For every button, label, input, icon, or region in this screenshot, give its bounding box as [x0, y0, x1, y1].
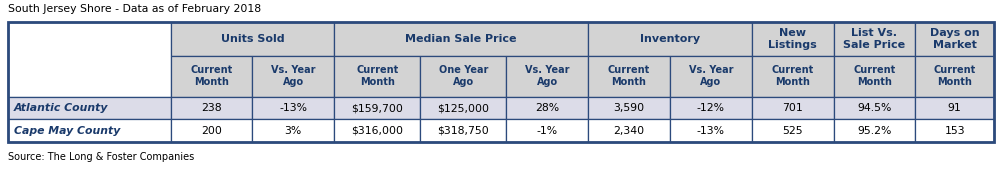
Text: Vs. Year
Ago: Vs. Year Ago: [525, 65, 570, 87]
Text: 2,340: 2,340: [614, 126, 644, 136]
Bar: [335, 22, 588, 56]
Bar: [8, 97, 170, 119]
Bar: [588, 56, 670, 97]
Text: 238: 238: [201, 103, 222, 113]
Text: New
Listings: New Listings: [768, 28, 817, 50]
Bar: [420, 56, 506, 97]
Text: 28%: 28%: [535, 103, 559, 113]
Bar: [252, 97, 335, 119]
Bar: [8, 22, 994, 142]
Text: -13%: -13%: [279, 103, 308, 113]
Text: Units Sold: Units Sold: [220, 34, 284, 44]
Bar: [420, 97, 506, 119]
Text: Current
Month: Current Month: [608, 65, 650, 87]
Text: Current
Month: Current Month: [357, 65, 398, 87]
Bar: [834, 56, 915, 97]
Text: Vs. Year
Ago: Vs. Year Ago: [271, 65, 316, 87]
Bar: [752, 56, 834, 97]
Text: Atlantic County: Atlantic County: [14, 103, 109, 113]
Text: $159,700: $159,700: [352, 103, 403, 113]
Bar: [915, 56, 994, 97]
Bar: [752, 97, 834, 119]
Text: One Year
Ago: One Year Ago: [438, 65, 488, 87]
Text: List Vs.
Sale Price: List Vs. Sale Price: [844, 28, 905, 50]
Bar: [170, 22, 335, 56]
Bar: [506, 97, 588, 119]
Text: -12%: -12%: [697, 103, 725, 113]
Bar: [252, 119, 335, 142]
Bar: [915, 119, 994, 142]
Text: 94.5%: 94.5%: [858, 103, 891, 113]
Text: Current
Month: Current Month: [933, 65, 976, 87]
Bar: [8, 22, 170, 97]
Text: 525: 525: [782, 126, 803, 136]
Text: 153: 153: [944, 126, 965, 136]
Bar: [834, 97, 915, 119]
Bar: [506, 56, 588, 97]
Bar: [670, 56, 752, 97]
Bar: [915, 22, 994, 56]
Bar: [335, 97, 420, 119]
Text: Median Sale Price: Median Sale Price: [405, 34, 517, 44]
Text: $316,000: $316,000: [352, 126, 403, 136]
Text: 200: 200: [201, 126, 222, 136]
Text: $318,750: $318,750: [437, 126, 489, 136]
Bar: [752, 119, 834, 142]
Text: 3%: 3%: [285, 126, 302, 136]
Bar: [252, 56, 335, 97]
Text: 91: 91: [948, 103, 961, 113]
Bar: [588, 97, 670, 119]
Text: 701: 701: [782, 103, 803, 113]
Text: -1%: -1%: [537, 126, 558, 136]
Text: Current
Month: Current Month: [190, 65, 233, 87]
Text: 95.2%: 95.2%: [858, 126, 891, 136]
Bar: [834, 119, 915, 142]
Bar: [670, 119, 752, 142]
Text: Inventory: Inventory: [639, 34, 700, 44]
Bar: [8, 119, 170, 142]
Text: Source: The Long & Foster Companies: Source: The Long & Foster Companies: [8, 152, 194, 162]
Bar: [335, 56, 420, 97]
Bar: [420, 119, 506, 142]
Bar: [670, 97, 752, 119]
Text: Days on
Market: Days on Market: [930, 28, 979, 50]
Bar: [170, 119, 252, 142]
Bar: [588, 119, 670, 142]
Text: Current
Month: Current Month: [854, 65, 895, 87]
Bar: [170, 56, 252, 97]
Bar: [588, 22, 752, 56]
Bar: [915, 97, 994, 119]
Text: -13%: -13%: [697, 126, 725, 136]
Bar: [752, 22, 834, 56]
Text: 3,590: 3,590: [614, 103, 644, 113]
Text: Vs. Year
Ago: Vs. Year Ago: [688, 65, 733, 87]
Text: $125,000: $125,000: [437, 103, 489, 113]
Bar: [834, 22, 915, 56]
Bar: [170, 97, 252, 119]
Text: Current
Month: Current Month: [772, 65, 814, 87]
Text: Cape May County: Cape May County: [14, 126, 121, 136]
Text: South Jersey Shore - Data as of February 2018: South Jersey Shore - Data as of February…: [8, 4, 261, 14]
Bar: [506, 119, 588, 142]
Bar: [335, 119, 420, 142]
